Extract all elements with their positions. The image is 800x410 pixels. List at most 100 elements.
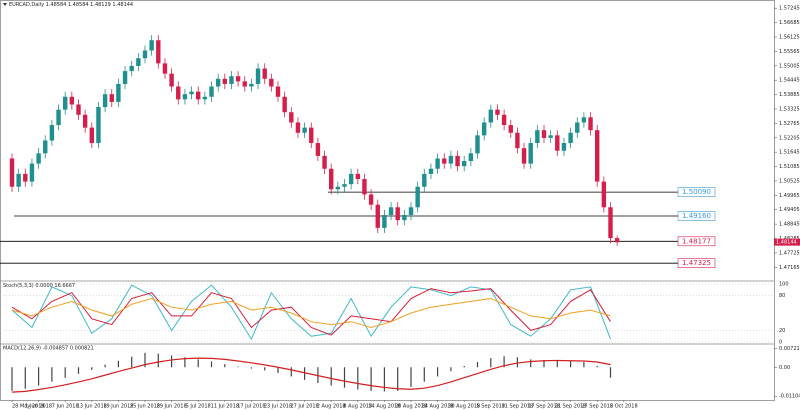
- candle-body: [382, 215, 387, 228]
- candle-body: [129, 65, 134, 72]
- macd-signal: [11, 357, 611, 393]
- x-tick-label: 28 May 2018: [12, 404, 45, 410]
- candle-body: [548, 135, 553, 138]
- y-tick-label: 1.49405: [779, 207, 800, 213]
- y-tick-label: 1.56125: [779, 35, 800, 41]
- stoch-line: [11, 284, 611, 341]
- current-price-label: 1.48144: [776, 240, 797, 246]
- candle-body: [249, 83, 254, 87]
- candle-body: [508, 125, 513, 133]
- stoch-tick-label: 0: [779, 340, 782, 346]
- candle-body: [16, 173, 21, 187]
- candle-body: [215, 78, 221, 87]
- candle-body: [422, 173, 427, 187]
- y-tick-label: 1.54445: [779, 78, 800, 84]
- candle-body: [475, 135, 480, 154]
- candle-body: [169, 73, 174, 87]
- candle-body: [109, 94, 114, 102]
- level-label: 1.48177: [682, 237, 711, 245]
- candle-body: [355, 173, 360, 180]
- candle-body: [156, 40, 161, 64]
- x-tick-label: 14 Aug 2018: [368, 404, 400, 410]
- candle-body: [515, 132, 520, 149]
- plot-frame: [0, 0, 775, 401]
- level-label: 1.50090: [682, 188, 711, 196]
- candle-body: [435, 158, 440, 169]
- x-tick-label: 5 Jul 2018: [186, 404, 211, 410]
- candle-body: [495, 109, 500, 115]
- candle-body: [262, 68, 267, 79]
- candle-body: [575, 122, 580, 133]
- y-tick-label: 1.51085: [779, 164, 800, 170]
- candle-body: [189, 91, 194, 95]
- candle-body: [275, 86, 281, 97]
- level-label: 1.47325: [682, 259, 711, 267]
- candle-body: [182, 94, 188, 100]
- candle-body: [315, 143, 321, 156]
- candle-body: [176, 86, 181, 100]
- stoch-line: [11, 297, 611, 329]
- candle-body: [9, 158, 15, 187]
- y-tick-label: 1.57245: [779, 6, 800, 12]
- y-tick-label: 1.47725: [779, 250, 800, 256]
- x-tick-label: 21 Sep 2018: [555, 404, 587, 410]
- x-tick-label: 17 Sep 2018: [528, 404, 560, 410]
- candle-body: [448, 155, 454, 164]
- candle-body: [481, 122, 487, 136]
- level-label-box: [677, 187, 716, 197]
- candle-body: [388, 207, 394, 216]
- x-tick-label: 27 Jul 2018: [290, 404, 318, 410]
- candle-body: [335, 186, 341, 190]
- candle-body: [608, 207, 613, 239]
- x-tick-label: 24 Aug 2018: [422, 404, 454, 410]
- level-label-box: [677, 258, 716, 268]
- candle-body: [468, 153, 474, 162]
- level-label-box: [677, 236, 716, 247]
- macd-tick-label: -0.011047: [779, 394, 800, 400]
- candle-body: [541, 130, 547, 138]
- y-tick-label: 1.48845: [779, 222, 800, 228]
- candle-body: [102, 94, 108, 108]
- candle-body: [255, 68, 261, 84]
- candle-body: [56, 109, 61, 126]
- x-tick-label: 29 Jun 2018: [157, 404, 187, 410]
- candle-body: [322, 155, 327, 169]
- candle-body: [289, 112, 294, 123]
- candle-body: [528, 143, 533, 164]
- candle-body: [488, 109, 493, 123]
- candle-body: [149, 40, 154, 51]
- y-tick-label: 1.49965: [779, 193, 800, 199]
- x-tick-label: 25 Jun 2018: [130, 404, 160, 410]
- stoch-tick-label: 100: [779, 282, 789, 288]
- candle-body: [455, 155, 460, 167]
- x-tick-label: 27 Sep 2018: [581, 404, 613, 410]
- candle-body: [375, 204, 380, 228]
- y-tick-label: 1.53325: [779, 106, 800, 112]
- candle-body: [63, 96, 68, 110]
- x-tick-label: 30 Aug 2018: [448, 404, 480, 410]
- current-price-box: [774, 238, 800, 246]
- x-tick-label: 17 Jul 2018: [237, 404, 265, 410]
- candle-body: [588, 117, 593, 131]
- y-tick-label: 1.51645: [779, 150, 800, 156]
- candle-body: [348, 173, 354, 185]
- candle-body: [342, 184, 347, 187]
- candle-body: [428, 168, 434, 174]
- y-tick-label: 1.52205: [779, 135, 800, 141]
- y-tick-label: 1.50525: [779, 178, 800, 184]
- level-label-box: [677, 211, 716, 221]
- candle-body: [209, 86, 214, 97]
- candle-body: [122, 71, 128, 84]
- candle-body: [69, 96, 75, 105]
- candle-body: [282, 96, 287, 113]
- candle-body: [36, 153, 41, 164]
- candle-body: [229, 76, 234, 84]
- candle-body: [136, 58, 141, 66]
- candle-body: [76, 104, 81, 115]
- level-label: 1.49160: [682, 212, 711, 220]
- candle-body: [601, 181, 607, 208]
- candle-body: [402, 215, 407, 221]
- candle-body: [43, 140, 48, 154]
